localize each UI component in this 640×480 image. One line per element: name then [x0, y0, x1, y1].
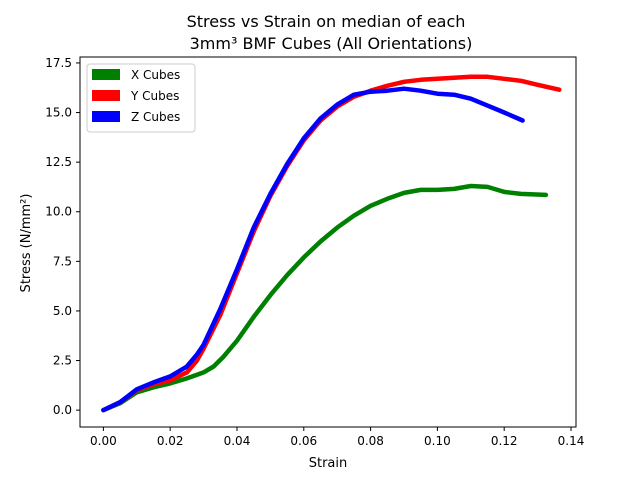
y-tick-label: 17.5	[45, 56, 72, 70]
legend-label: X Cubes	[131, 68, 180, 82]
x-axis-ticks: 0.00 0.02 0.04 0.06 0.08 0.10 0.12 0.14	[90, 427, 584, 448]
y-tick-label: 10.0	[45, 205, 72, 219]
legend-swatch	[92, 90, 120, 101]
legend: X Cubes Y Cubes Z Cubes	[86, 63, 196, 133]
x-tick-label: 0.08	[357, 434, 384, 448]
y-tick-label: 7.5	[53, 254, 72, 268]
y-tick-label: 15.0	[45, 106, 72, 120]
legend-swatch	[92, 111, 120, 122]
series-line-x-cubes	[101, 183, 549, 413]
x-tick-label: 0.10	[424, 434, 451, 448]
x-tick-label: 0.06	[290, 434, 317, 448]
chart-title-line-2: 3mm³ BMF Cubes (All Orientations)	[190, 34, 473, 53]
chart-title-line-1: Stress vs Strain on median of each	[187, 12, 466, 31]
y-tick-label: 2.5	[53, 354, 72, 368]
x-tick-label: 0.02	[157, 434, 184, 448]
plot-area	[79, 56, 577, 428]
y-axis-label: Stress (N/mm²)	[19, 194, 34, 293]
legend-label: Z Cubes	[131, 110, 180, 124]
series-line-z-cubes	[101, 86, 525, 413]
y-tick-label: 5.0	[53, 304, 72, 318]
y-tick-label: 12.5	[45, 155, 72, 169]
y-tick-label: 0.0	[53, 403, 72, 417]
legend-label: Y Cubes	[130, 89, 179, 103]
axes-frame	[79, 56, 577, 428]
x-tick-label: 0.04	[224, 434, 251, 448]
x-tick-label: 0.00	[90, 434, 117, 448]
x-axis-label: Strain	[309, 456, 348, 471]
x-tick-label: 0.12	[491, 434, 518, 448]
legend-swatch	[92, 69, 120, 80]
y-axis-ticks: 0.0 2.5 5.0 7.5 10.0 12.5 15.0 17.5	[45, 56, 80, 417]
x-tick-label: 0.14	[558, 434, 585, 448]
